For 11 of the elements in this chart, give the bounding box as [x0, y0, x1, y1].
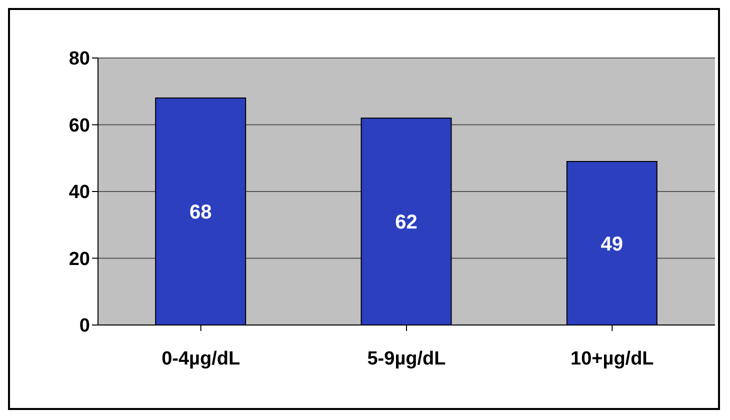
x-tick-label: 0-4µg/dL — [162, 348, 240, 370]
y-tick-label: 40 — [68, 182, 90, 204]
data-label: 62 — [395, 212, 418, 234]
data-label: 68 — [189, 202, 212, 224]
y-tick-label: 20 — [68, 248, 90, 270]
x-tick-label: 5-9µg/dL — [367, 348, 446, 370]
y-tick-label: 80 — [68, 48, 90, 70]
y-tick-label: 0 — [79, 316, 90, 337]
y-tick-label: 60 — [68, 115, 90, 136]
data-label: 49 — [600, 233, 624, 256]
x-tick-label: 10+µg/dL — [570, 348, 654, 370]
